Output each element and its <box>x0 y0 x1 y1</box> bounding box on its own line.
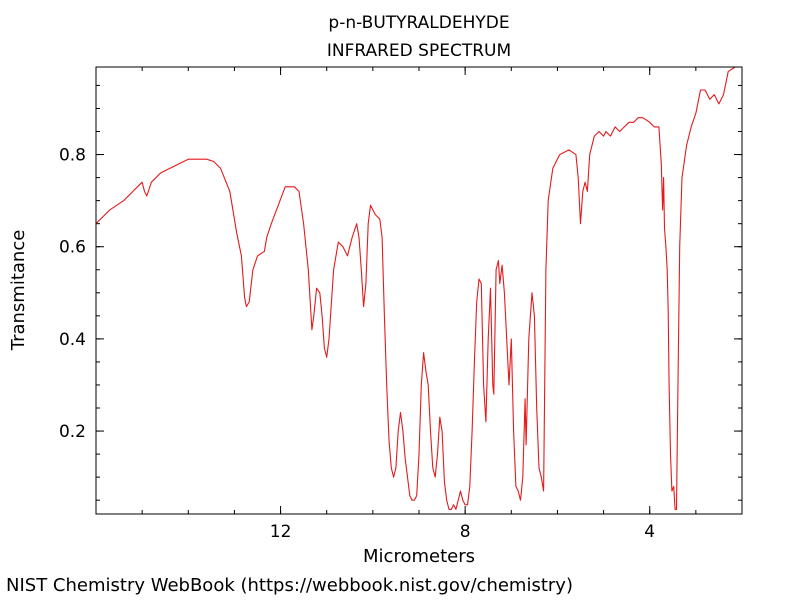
y-axis-label: Transmitance <box>8 230 29 352</box>
y-tick-label: 0.4 <box>59 330 86 350</box>
spectrum-line <box>96 67 740 510</box>
y-tick-label: 0.6 <box>59 238 86 258</box>
source-credit: NIST Chemistry WebBook (https://webbook.… <box>6 575 573 596</box>
y-tick-label: 0.8 <box>59 146 86 166</box>
y-tick-label: 0.2 <box>59 422 86 442</box>
x-axis-label: Micrometers <box>363 546 475 567</box>
x-tick-label: 4 <box>644 522 655 542</box>
x-tick-label: 8 <box>460 522 471 542</box>
plot-area: 12 8 4 0.2 0.4 0.6 0.8 <box>59 66 743 542</box>
plot-frame <box>95 66 743 515</box>
chart-title-line-2: INFRARED SPECTRUM <box>327 41 511 61</box>
chart-title-line-1: p-n-BUTYRALDEHYDE <box>328 13 509 33</box>
x-tick-label: 12 <box>270 522 292 542</box>
